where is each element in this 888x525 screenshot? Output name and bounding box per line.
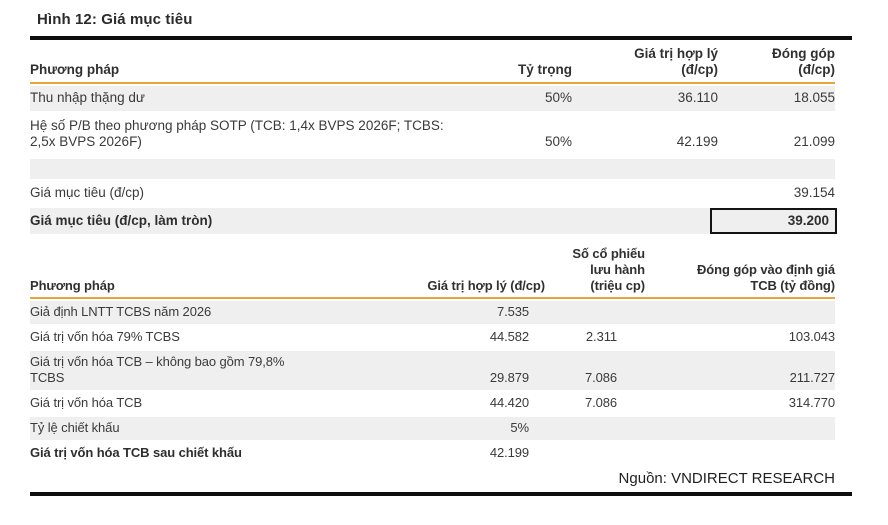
cell-weight: 50% [544,90,572,105]
header-fair-value: Giá trị hợp lý (đ/cp) [572,46,718,78]
header-shares-line3: (triệu cp) [590,278,645,293]
cell-contribution: 39.154 [793,185,835,200]
header-shares-line1: Số cổ phiếu [572,246,645,261]
table-row: Tỷ lệ chiết khấu 5% [30,417,835,440]
header-shares-line2: lưu hành [590,262,645,277]
cell-fair-value: 42.199 [489,445,529,460]
header-fair-value: Giá trị hợp lý (đ/cp) [427,278,545,293]
cell-method: Giá mục tiêu (đ/cp, làm tròn) [30,213,213,228]
table-row: Giá mục tiêu (đ/cp) 39.154 [30,181,835,206]
header-fair-value-line2: (đ/cp) [681,62,718,77]
cell-method: Giá mục tiêu (đ/cp) [30,185,145,200]
footer-rule [30,492,852,496]
header-method: Phương pháp [30,62,120,77]
cell-fair-value: 7.535 [496,304,529,319]
target-price-box: 39.200 [710,208,837,234]
header-method: Phương pháp [30,278,115,293]
table-row: Giá mục tiêu (đ/cp, làm tròn) 39.200 [30,208,837,234]
cell-method: Giá trị vốn hóa TCB sau chiết khấu [30,445,242,460]
header-contribution-line1: Đóng góp [772,46,835,61]
target-price-table: Phương pháp Tỷ trọng Giá trị hợp lý (đ/c… [30,40,837,234]
cell-method: Giả định LNTT TCBS năm 2026 [30,304,212,319]
cell-fair-value: 36.110 [677,90,718,105]
table-row: Giá trị vốn hóa TCB – không bao gồm 79,8… [30,351,835,390]
source-credit: Nguồn: VNDIRECT RESEARCH [618,470,835,487]
figure-title: Hình 12: Giá mục tiêu [37,11,193,28]
header-weight: Tỷ trọng [518,62,572,77]
table-row-spacer [30,159,835,179]
header-contribution-line2: (đ/cp) [798,62,835,77]
table-row: Hệ số P/B theo phương pháp SOTP (TCB: 1,… [30,113,835,157]
cell-method: Tỷ lệ chiết khấu [30,420,120,435]
cell-contribution: 21.099 [793,134,835,149]
header-shares: Số cổ phiếu lưu hành (triệu cp) [545,246,645,294]
header-contribution: Đóng góp (đ/cp) [718,46,835,78]
table-row: Giá trị vốn hóa 79% TCBS 44.582 2.311 10… [30,326,835,349]
cell-contribution: 314.770 [788,395,835,410]
table-row: Giá trị vốn hóa TCB sau chiết khấu 42.19… [30,442,835,465]
cell-shares: 2.311 [585,329,617,344]
table-row: Thu nhập thặng dư 50% 36.110 18.055 [30,86,835,111]
sotp-table-header: Phương pháp Giá trị hợp lý (đ/cp) Số cổ … [30,246,835,299]
cell-weight: 50% [544,134,572,149]
table-row: Giá trị vốn hóa TCB 44.420 7.086 314.770 [30,392,835,415]
cell-method: Thu nhập thặng dư [30,90,145,105]
cell-fair-value: 29.879 [489,370,529,385]
cell-fair-value: 44.582 [489,329,529,344]
cell-shares: 7.086 [584,370,617,385]
table-row: Giả định LNTT TCBS năm 2026 7.535 [30,301,835,324]
cell-contribution: 103.043 [788,329,835,344]
cell-contribution: 18.055 [793,90,835,105]
cell-shares: 7.086 [584,395,617,410]
header-contribution-line2: TCB (tỷ đồng) [750,278,835,293]
cell-method: Giá trị vốn hóa 79% TCBS [30,329,180,344]
cell-method: Hệ số P/B theo phương pháp SOTP (TCB: 1,… [30,118,444,149]
header-contribution-line1: Đóng góp vào định giá [697,262,835,277]
target-price-table-header: Phương pháp Tỷ trọng Giá trị hợp lý (đ/c… [30,40,835,84]
cell-fair-value: 5% [510,420,529,435]
cell-contribution: 211.727 [789,370,835,385]
cell-fair-value: 42.199 [676,134,718,149]
sotp-detail-table: Phương pháp Giá trị hợp lý (đ/cp) Số cổ … [30,246,835,465]
figure-content: Hình 12: Giá mục tiêu Phương pháp Tỷ trọ… [30,11,852,496]
header-fair-value-line1: Giá trị hợp lý [634,46,718,61]
cell-method: Giá trị vốn hóa TCB – không bao gồm 79,8… [30,354,285,385]
cell-method: Giá trị vốn hóa TCB [30,395,143,410]
title-rule [30,36,852,40]
cell-fair-value: 44.420 [489,395,529,410]
header-contribution: Đóng góp vào định giá TCB (tỷ đồng) [645,262,835,294]
